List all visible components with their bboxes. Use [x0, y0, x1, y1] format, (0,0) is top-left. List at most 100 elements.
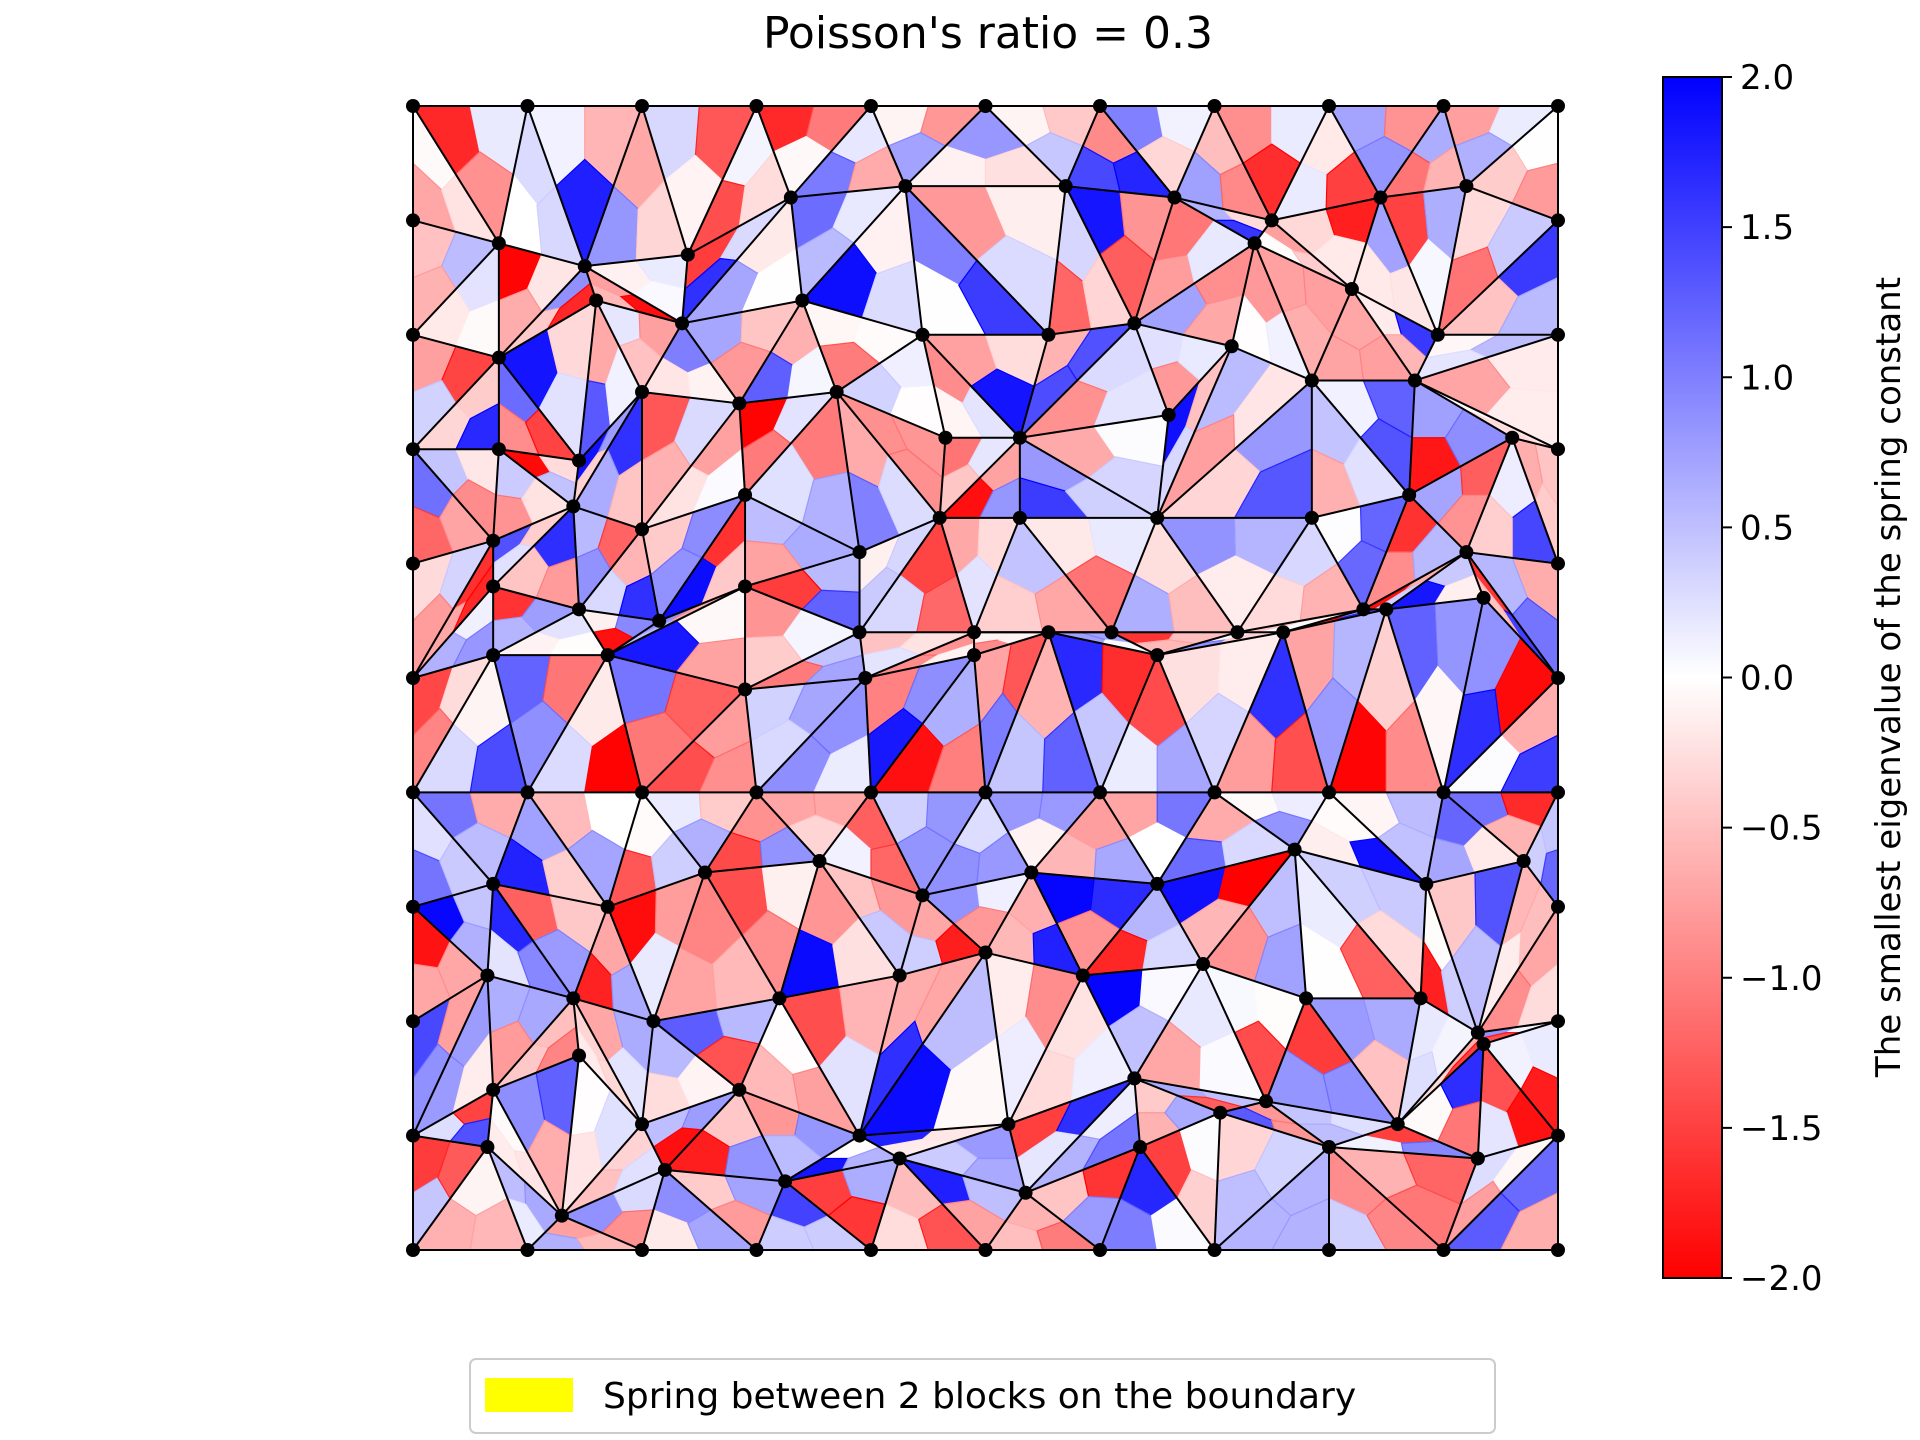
colorbar-tick-label: −2.0 [1740, 1259, 1823, 1299]
mesh-edge [1413, 334, 1439, 382]
mesh-edge [658, 494, 746, 622]
mesh-node [1322, 1243, 1336, 1257]
mesh-node [1133, 1140, 1148, 1155]
mesh-node [829, 385, 844, 399]
mesh-node [978, 1243, 993, 1257]
mesh-edge [492, 1054, 580, 1091]
mesh-node [480, 968, 495, 983]
mesh-edge [984, 952, 1010, 1125]
mesh-edge [1385, 609, 1445, 793]
mesh-edge [1030, 791, 1101, 874]
mesh-edge [1253, 242, 1313, 381]
mesh-edge [921, 791, 987, 896]
mesh-node [406, 327, 420, 342]
mesh-edge [858, 975, 901, 1136]
mesh-node [1322, 99, 1336, 113]
mesh-node [892, 968, 907, 983]
mesh-node [1356, 602, 1371, 617]
mesh-edge [606, 654, 643, 793]
mesh-edge [492, 505, 575, 588]
mesh-edge [1110, 517, 1159, 633]
mesh-edge [1099, 654, 1159, 793]
mesh-edge [492, 792, 529, 885]
mesh-edge [584, 253, 688, 268]
mesh-edge [1265, 1100, 1398, 1126]
mesh-edge [789, 197, 804, 301]
mesh-edge [686, 106, 758, 256]
mesh-edge [607, 871, 706, 908]
mesh-edge [1311, 493, 1410, 519]
mesh-edges [413, 106, 1558, 1250]
mesh-edge [938, 437, 947, 518]
mesh-edge [641, 791, 706, 874]
mesh-node [657, 1162, 672, 1177]
mesh-node [1012, 430, 1027, 445]
mesh-node [1551, 785, 1565, 800]
mesh-edge [1133, 1078, 1142, 1148]
legend-label: Spring between 2 blocks on the boundary [603, 1376, 1356, 1417]
mesh-edge [561, 1123, 643, 1217]
mesh-edge [755, 677, 866, 794]
mesh-edge [1477, 906, 1558, 1034]
mesh-node [1476, 1037, 1491, 1052]
mesh-node [491, 236, 506, 251]
mesh-edge [836, 391, 946, 439]
mesh-node [738, 682, 753, 697]
mesh-node [1259, 1094, 1274, 1109]
mesh-edge [413, 974, 488, 1023]
mesh-edge [641, 1021, 655, 1125]
mesh-edge [858, 632, 867, 679]
mesh-node [1551, 327, 1565, 342]
mesh-edge [641, 494, 746, 531]
mesh-edge [1156, 883, 1204, 965]
mesh-edge [1047, 185, 1067, 335]
mesh-node [406, 1128, 420, 1143]
mesh-edge [578, 528, 643, 610]
colorbar-tick-label: −1.5 [1740, 1109, 1823, 1149]
mesh-edge [572, 998, 581, 1056]
mesh-edge [486, 883, 495, 976]
mesh-node [1196, 957, 1211, 971]
colorbar-label: The smallest eigenvalue of the spring co… [1869, 277, 1909, 1078]
mesh-edge [784, 1157, 900, 1183]
mesh-node [1516, 854, 1531, 869]
mesh-edge [1442, 106, 1468, 187]
mesh-node [1402, 487, 1417, 502]
mesh-edge [413, 654, 494, 679]
mesh-edge [744, 677, 866, 691]
mesh-node [1058, 179, 1073, 194]
mesh-edge [1099, 791, 1159, 885]
mesh-edge [413, 106, 500, 244]
mesh-edge [1293, 848, 1422, 999]
mesh-edge [1305, 997, 1399, 1125]
mesh-node [749, 1243, 764, 1257]
mesh-edge [1511, 437, 1558, 564]
mesh-edge [1007, 1123, 1027, 1194]
mesh-edge [1442, 1134, 1558, 1250]
mesh-edge [560, 1055, 581, 1216]
mesh-edge [572, 391, 643, 507]
mesh-node [1207, 1243, 1222, 1257]
mesh-edge [985, 951, 1084, 977]
mesh-edge [1414, 333, 1558, 382]
mesh-node [1018, 1185, 1033, 1200]
mesh-edge [984, 631, 1050, 793]
mesh-edge [870, 791, 924, 896]
mesh-edge [1350, 197, 1382, 290]
mesh-node [852, 545, 867, 560]
mesh-node [646, 1014, 661, 1029]
mesh-edge [1293, 849, 1308, 999]
mesh-node [898, 179, 913, 194]
mesh-node [406, 442, 420, 457]
mesh-node [915, 327, 930, 342]
colorbar-ticks: 2.0 1.5 1.0 0.5 0.0 −0.5 −1.0 −1.5 −2.0 [1722, 58, 1823, 1299]
mesh-edge [755, 1180, 787, 1250]
mesh-node [1407, 373, 1422, 388]
mesh-edge [898, 1157, 987, 1250]
mesh-edge [870, 106, 907, 187]
plot-title: Poisson's ratio = 0.3 [763, 8, 1213, 59]
mesh-node [589, 293, 604, 308]
mesh-edge [1328, 609, 1388, 793]
mesh-edge [1482, 1043, 1558, 1137]
mesh-node [635, 785, 649, 800]
